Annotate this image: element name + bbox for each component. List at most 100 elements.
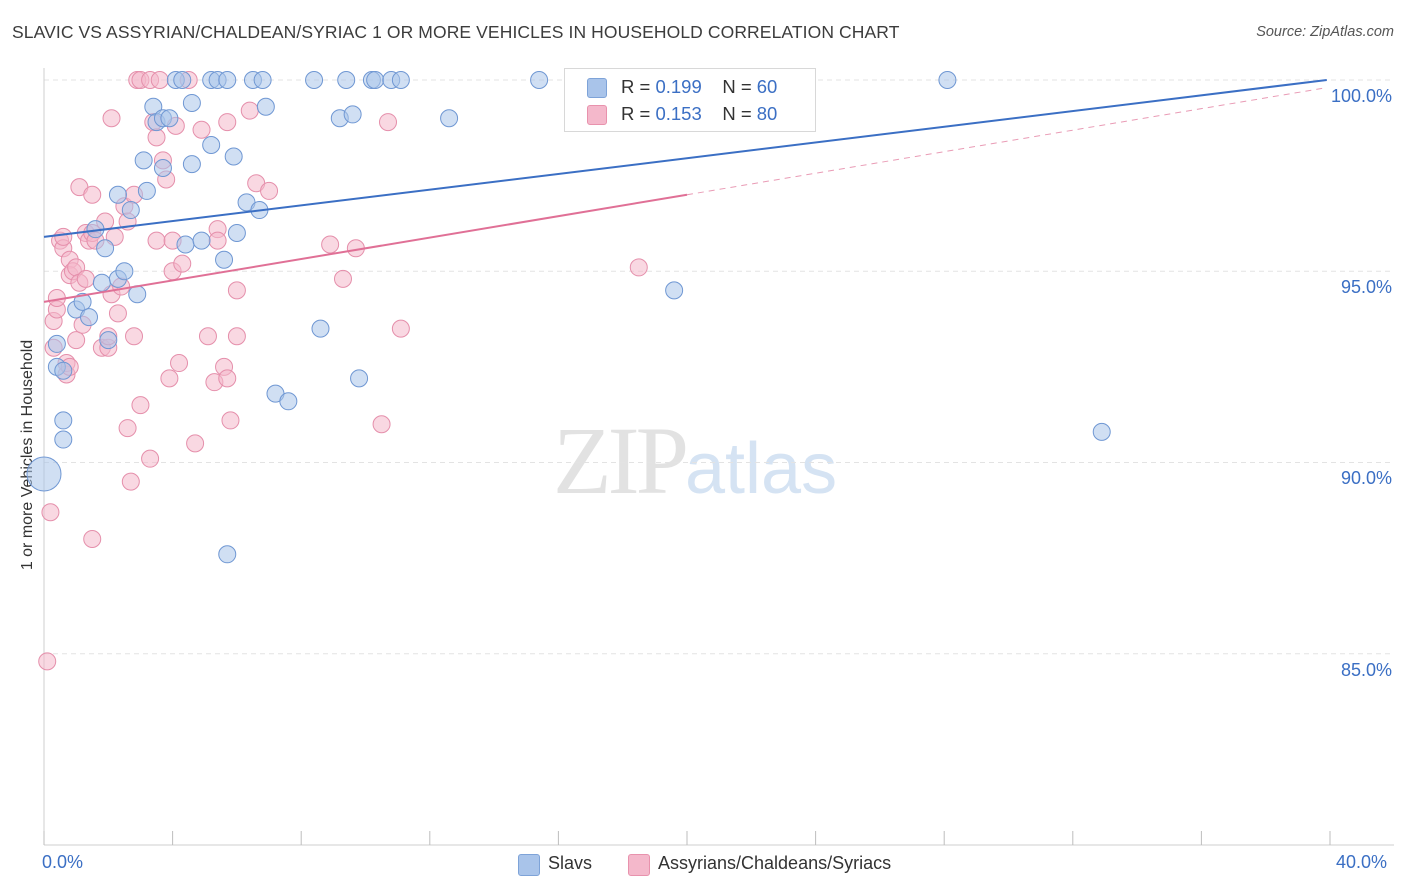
slavs-point: [134, 151, 153, 170]
assyrians-point: [108, 304, 127, 323]
slavs-point: [305, 71, 324, 89]
slavs-swatch: [587, 78, 607, 98]
y-tick-90: 90.0%: [1340, 468, 1392, 488]
assyrians-point: [67, 331, 86, 350]
y-tick-95: 95.0%: [1340, 277, 1392, 297]
assyrians-point: [391, 319, 410, 338]
assyrians-swatch: [587, 105, 607, 125]
assyrians-point: [147, 128, 166, 147]
assyrians-point: [192, 120, 211, 139]
assyrians-point: [102, 109, 121, 128]
slavs-point: [202, 136, 221, 155]
slavs-point: [108, 185, 127, 204]
chart-title: SLAVIC VS ASSYRIAN/CHALDEAN/SYRIAC 1 OR …: [12, 22, 900, 42]
x-tick-max: 40.0%: [1336, 852, 1388, 872]
slavs-point: [92, 273, 111, 292]
slavs-point: [54, 411, 73, 430]
slavs-point: [176, 235, 195, 254]
y-tick-85: 85.0%: [1340, 660, 1392, 680]
assyrians-point: [170, 354, 189, 373]
slavs-point: [343, 105, 362, 124]
assyrians-point: [54, 227, 73, 246]
assyrians-point: [227, 281, 246, 300]
slavs-point: [218, 71, 237, 89]
assyrians-point: [218, 369, 237, 388]
y-tick-100: 100.0%: [1330, 86, 1392, 106]
assyrians-point: [125, 327, 144, 346]
slavs-point: [80, 308, 99, 327]
assyrians-point: [76, 269, 95, 288]
slavs-point: [54, 361, 73, 380]
slavs-point: [192, 231, 211, 250]
slavs-point: [440, 109, 459, 128]
slavs-point: [665, 281, 684, 300]
slavs-point: [938, 71, 957, 89]
assyrians-point: [121, 472, 140, 491]
assyrians-point: [186, 434, 205, 453]
assyrians-point: [240, 101, 259, 120]
assyrians-point: [321, 235, 340, 254]
n-label: N =: [722, 76, 757, 97]
assyrians-point: [260, 181, 279, 200]
slavs-legend-label: Slavs: [548, 853, 593, 873]
r-label: R =: [621, 76, 656, 97]
assyrians-point: [147, 231, 166, 250]
slavs-point: [182, 93, 201, 112]
assyrians-point: [173, 254, 192, 273]
slavs-point: [530, 71, 549, 89]
slavs-point: [227, 224, 246, 242]
assyrians-point: [629, 258, 648, 277]
slavs-point: [137, 181, 156, 200]
slavs-point: [121, 201, 140, 220]
slavs-point: [391, 71, 410, 89]
assyrians-point: [83, 530, 102, 548]
slavs-point: [26, 456, 62, 492]
assyrians-point: [221, 411, 240, 430]
r-value: 0.153: [655, 103, 702, 124]
slavs-point: [218, 545, 237, 564]
assyrians-trend-extension: [686, 87, 1327, 196]
assyrians-point: [38, 652, 57, 671]
assyrians-point: [41, 503, 60, 522]
assyrians-point: [118, 419, 137, 438]
r-value: 0.199: [655, 76, 702, 97]
assyrians-point: [83, 185, 102, 204]
assyrians-point: [160, 369, 179, 388]
slavs-point: [215, 250, 234, 269]
slavs-point: [99, 331, 118, 350]
slavs-point: [1092, 422, 1111, 441]
grid-lines: [44, 79, 1394, 655]
slavs-point: [54, 430, 73, 449]
n-label: N =: [722, 103, 757, 124]
series-slavs-points: [26, 71, 1111, 564]
slavs-point: [279, 392, 298, 411]
assyrians-trend-line: [43, 193, 688, 303]
slavs-point: [47, 334, 66, 353]
x-tick-min: 0.0%: [42, 852, 84, 872]
n-value: 60: [756, 76, 778, 97]
n-value: 80: [756, 103, 778, 124]
slavs-point: [160, 109, 179, 128]
slavs-point: [115, 262, 134, 281]
assyrians-point: [379, 113, 398, 132]
assyrians-point: [131, 396, 150, 415]
watermark-atlas: atlas: [685, 429, 838, 509]
assyrians-point: [227, 327, 246, 346]
assyrians-point: [208, 231, 227, 250]
zipatlas-watermark: ZIPatlas: [553, 405, 837, 516]
assyrians-point: [333, 269, 352, 288]
slavs-point: [311, 319, 330, 338]
slavs-point: [182, 155, 201, 174]
slavs-point: [153, 158, 172, 177]
source-credit: Source: ZipAtlas.com: [1256, 24, 1394, 40]
assyrians-point: [141, 449, 160, 468]
assyrians-point: [198, 327, 217, 346]
watermark-zip: ZIP: [553, 407, 689, 514]
assyrians-legend-swatch: [628, 854, 650, 876]
r-label: R =: [621, 103, 656, 124]
slavs-point: [337, 71, 356, 89]
slavs-point: [366, 71, 385, 89]
slavs-legend-swatch: [518, 854, 540, 876]
slavs-point: [350, 369, 369, 388]
